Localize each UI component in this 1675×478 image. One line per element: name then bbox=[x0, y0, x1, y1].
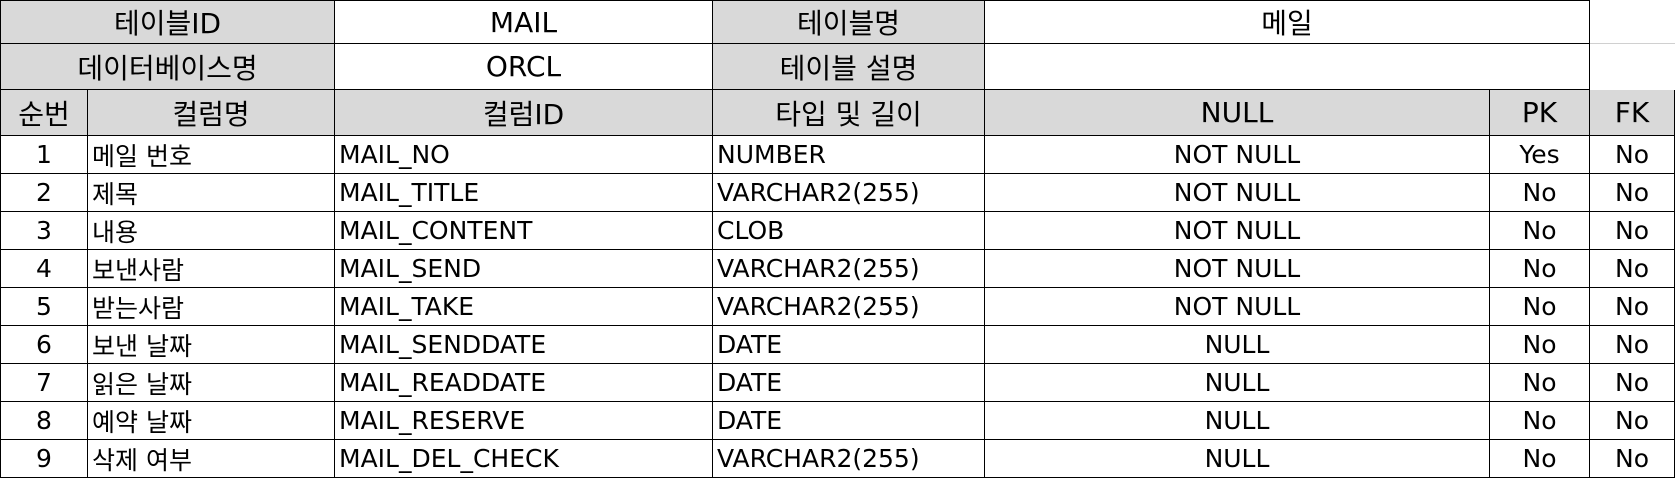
cell-type-length[interactable]: VARCHAR2(255) bbox=[713, 288, 985, 326]
table-desc-value[interactable] bbox=[985, 44, 1590, 90]
cell-column-id[interactable]: MAIL_TITLE bbox=[335, 174, 713, 212]
cell-column-name[interactable]: 삭제 여부 bbox=[88, 440, 335, 478]
header-column-name[interactable]: 컬럼명 bbox=[88, 90, 335, 136]
header-null[interactable]: NULL bbox=[985, 90, 1490, 136]
cell-pk[interactable]: No bbox=[1490, 440, 1590, 478]
cell-type-length[interactable]: DATE bbox=[713, 326, 985, 364]
db-name-label[interactable]: 데이터베이스명 bbox=[0, 44, 335, 90]
cell-column-id[interactable]: MAIL_DEL_CHECK bbox=[335, 440, 713, 478]
cell-column-name[interactable]: 보낸 날짜 bbox=[88, 326, 335, 364]
cell-null[interactable]: NOT NULL bbox=[985, 136, 1490, 174]
cell-seq[interactable]: 9 bbox=[0, 440, 88, 478]
cell-null[interactable]: NULL bbox=[985, 326, 1490, 364]
cell-column-id[interactable]: MAIL_TAKE bbox=[335, 288, 713, 326]
cell-pk[interactable]: No bbox=[1490, 212, 1590, 250]
cell-null[interactable]: NULL bbox=[985, 364, 1490, 402]
cell-fk[interactable]: No bbox=[1590, 402, 1675, 440]
cell-null[interactable]: NOT NULL bbox=[985, 174, 1490, 212]
header-type-length[interactable]: 타입 및 길이 bbox=[713, 90, 985, 136]
cell-fk[interactable]: No bbox=[1590, 212, 1675, 250]
db-name-value[interactable]: ORCL bbox=[335, 44, 713, 90]
header-column-id[interactable]: 컬럼ID bbox=[335, 90, 713, 136]
cell-column-name[interactable]: 보낸사람 bbox=[88, 250, 335, 288]
cell-column-name[interactable]: 메일 번호 bbox=[88, 136, 335, 174]
cell-column-id[interactable]: MAIL_SENDDATE bbox=[335, 326, 713, 364]
cell-fk[interactable]: No bbox=[1590, 288, 1675, 326]
table-id-value[interactable]: MAIL bbox=[335, 0, 713, 44]
cell-fk[interactable]: No bbox=[1590, 364, 1675, 402]
cell-column-name[interactable]: 제목 bbox=[88, 174, 335, 212]
cell-column-id[interactable]: MAIL_RESERVE bbox=[335, 402, 713, 440]
cell-pk[interactable]: No bbox=[1490, 364, 1590, 402]
cell-column-name[interactable]: 받는사람 bbox=[88, 288, 335, 326]
cell-fk[interactable]: No bbox=[1590, 174, 1675, 212]
table-id-label[interactable]: 테이블ID bbox=[0, 0, 335, 44]
cell-column-name[interactable]: 예약 날짜 bbox=[88, 402, 335, 440]
table-name-label[interactable]: 테이블명 bbox=[713, 0, 985, 44]
cell-seq[interactable]: 6 bbox=[0, 326, 88, 364]
cell-seq[interactable]: 4 bbox=[0, 250, 88, 288]
gridline bbox=[1590, 43, 1675, 44]
header-fk[interactable]: FK bbox=[1590, 90, 1675, 136]
header-seq[interactable]: 순번 bbox=[0, 90, 88, 136]
cell-null[interactable]: NOT NULL bbox=[985, 288, 1490, 326]
cell-pk[interactable]: No bbox=[1490, 174, 1590, 212]
cell-seq[interactable]: 8 bbox=[0, 402, 88, 440]
cell-type-length[interactable]: DATE bbox=[713, 364, 985, 402]
cell-seq[interactable]: 5 bbox=[0, 288, 88, 326]
table-desc-label[interactable]: 테이블 설명 bbox=[713, 44, 985, 90]
cell-seq[interactable]: 3 bbox=[0, 212, 88, 250]
cell-type-length[interactable]: VARCHAR2(255) bbox=[713, 174, 985, 212]
cell-column-id[interactable]: MAIL_CONTENT bbox=[335, 212, 713, 250]
cell-fk[interactable]: No bbox=[1590, 250, 1675, 288]
cell-null[interactable]: NOT NULL bbox=[985, 212, 1490, 250]
cell-fk[interactable]: No bbox=[1590, 326, 1675, 364]
cell-type-length[interactable]: VARCHAR2(255) bbox=[713, 440, 985, 478]
cell-column-name[interactable]: 읽은 날짜 bbox=[88, 364, 335, 402]
cell-column-id[interactable]: MAIL_READDATE bbox=[335, 364, 713, 402]
cell-fk[interactable]: No bbox=[1590, 136, 1675, 174]
cell-seq[interactable]: 2 bbox=[0, 174, 88, 212]
cell-type-length[interactable]: NUMBER bbox=[713, 136, 985, 174]
cell-column-name[interactable]: 내용 bbox=[88, 212, 335, 250]
cell-null[interactable]: NULL bbox=[985, 440, 1490, 478]
cell-type-length[interactable]: CLOB bbox=[713, 212, 985, 250]
cell-pk[interactable]: No bbox=[1490, 326, 1590, 364]
cell-seq[interactable]: 1 bbox=[0, 136, 88, 174]
cell-null[interactable]: NOT NULL bbox=[985, 250, 1490, 288]
cell-pk[interactable]: Yes bbox=[1490, 136, 1590, 174]
table-name-value[interactable]: 메일 bbox=[985, 0, 1590, 44]
cell-seq[interactable]: 7 bbox=[0, 364, 88, 402]
cell-type-length[interactable]: VARCHAR2(255) bbox=[713, 250, 985, 288]
cell-fk[interactable]: No bbox=[1590, 440, 1675, 478]
cell-pk[interactable]: No bbox=[1490, 288, 1590, 326]
header-pk[interactable]: PK bbox=[1490, 90, 1590, 136]
cell-column-id[interactable]: MAIL_NO bbox=[335, 136, 713, 174]
cell-type-length[interactable]: DATE bbox=[713, 402, 985, 440]
cell-pk[interactable]: No bbox=[1490, 250, 1590, 288]
cell-null[interactable]: NULL bbox=[985, 402, 1490, 440]
cell-pk[interactable]: No bbox=[1490, 402, 1590, 440]
cell-column-id[interactable]: MAIL_SEND bbox=[335, 250, 713, 288]
